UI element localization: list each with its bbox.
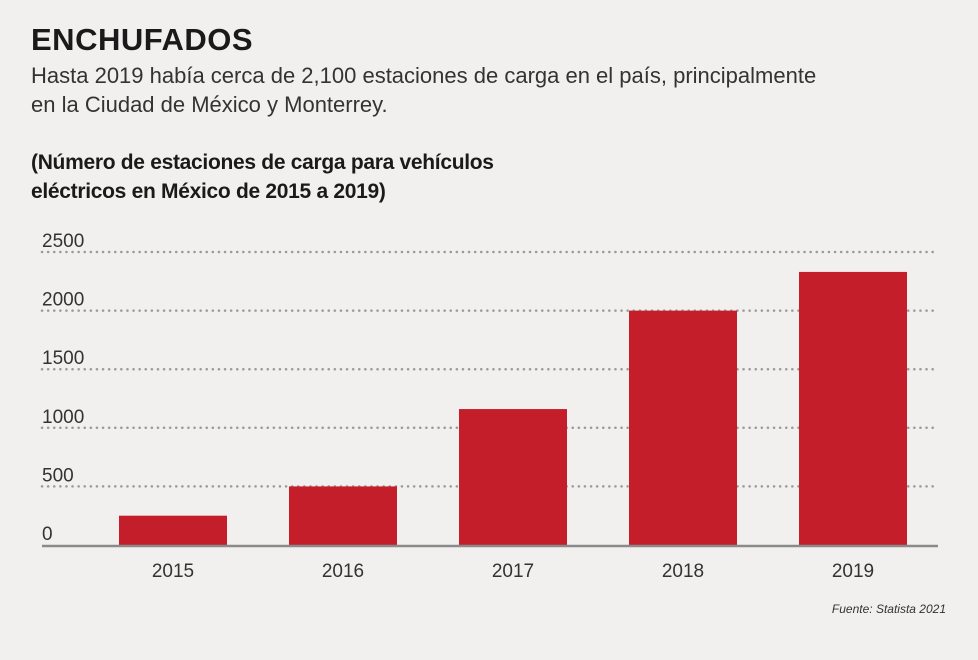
y-tick-label: 2000 (42, 290, 84, 311)
x-tick-label: 2019 (832, 561, 874, 582)
y-tick-label: 1000 (42, 407, 84, 428)
bar-2017 (459, 409, 567, 545)
chart-title-line-2: eléctricos en México de 2015 a 2019) (31, 180, 386, 203)
page-title: ENCHUFADOS (31, 22, 254, 57)
bar-2018 (629, 310, 737, 545)
x-tick-label: 2016 (322, 561, 364, 582)
source-note: Fuente: Statista 2021 (831, 602, 946, 616)
y-axis-ticks: 0 500 1000 1500 2000 2500 (42, 231, 84, 545)
subtitle-line-1: Hasta 2019 había cerca de 2,100 estacion… (31, 63, 817, 88)
bar-2016 (289, 486, 397, 545)
y-tick-label: 1500 (42, 348, 84, 369)
x-axis-ticks: 2015 2016 2017 2018 2019 (152, 561, 874, 582)
subtitle-line-2: en la Ciudad de México y Monterrey. (31, 92, 388, 117)
y-tick-label: 500 (42, 465, 74, 486)
y-tick-label: 0 (42, 524, 53, 545)
chart-title: (Número de estaciones de carga para vehí… (31, 148, 631, 206)
x-tick-label: 2015 (152, 561, 194, 582)
x-tick-label: 2018 (662, 561, 704, 582)
bars (119, 271, 907, 545)
bar-2019 (799, 271, 907, 545)
chart-title-line-1: (Número de estaciones de carga para vehí… (31, 151, 494, 174)
x-tick-label: 2017 (492, 561, 534, 582)
y-tick-label: 2500 (42, 231, 84, 252)
page-subtitle: Hasta 2019 había cerca de 2,100 estacion… (31, 61, 891, 119)
bar-2015 (119, 515, 227, 545)
